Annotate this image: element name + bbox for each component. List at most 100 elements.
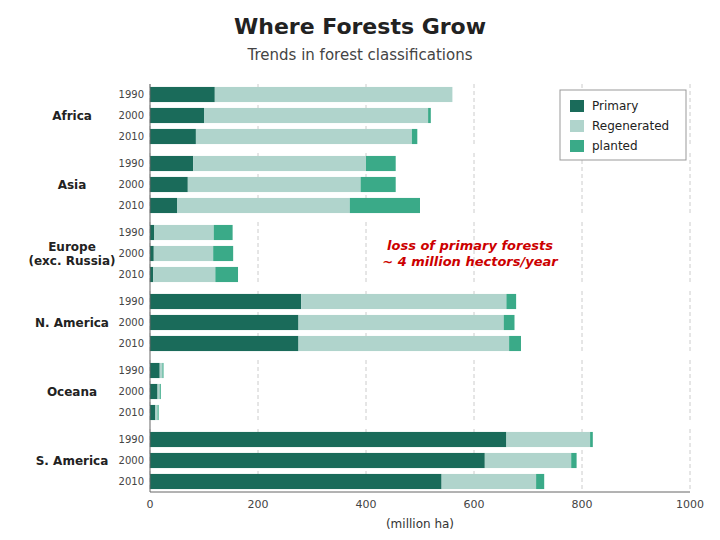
bar (506, 294, 516, 309)
bar (177, 198, 350, 213)
grid-line (474, 84, 475, 147)
bar (350, 198, 420, 213)
grid-line (690, 429, 691, 492)
bars (150, 432, 593, 489)
grid-line (474, 360, 475, 423)
bar (361, 177, 396, 192)
tick-label: 2000 (119, 455, 144, 466)
tick-label: 2000 (119, 110, 144, 121)
tick-label: 1990 (119, 434, 144, 445)
grid-line (690, 360, 691, 423)
bars (150, 225, 238, 282)
grid-line (690, 84, 691, 147)
grid-line (582, 360, 583, 423)
tick-label: 2000 (119, 386, 144, 397)
tick-label: 2010 (119, 407, 144, 418)
bar (571, 453, 576, 468)
bar (301, 294, 506, 309)
bar (213, 246, 233, 261)
tick-label: 1000 (676, 498, 704, 511)
chart: Where Forests GrowTrends in forest class… (0, 0, 720, 540)
bar (452, 87, 453, 102)
tick-label: 2010 (119, 338, 144, 349)
legend-label: Primary (592, 99, 638, 113)
bar (158, 384, 160, 399)
bar (536, 474, 544, 489)
legend-swatch (570, 120, 584, 132)
bar (154, 246, 213, 261)
bars (150, 363, 164, 420)
group-label: Africa (52, 109, 92, 123)
group-label: Oceana (47, 385, 97, 399)
bar (299, 336, 510, 351)
tick-label: 1990 (119, 227, 144, 238)
grid-line (690, 222, 691, 285)
grid-line (366, 222, 367, 285)
tick-label: 2000 (119, 248, 144, 259)
panel: 199020002010Europe(exc. Russia) (29, 222, 690, 285)
annotation: loss of primary forests~ 4 million hecto… (382, 238, 559, 269)
tick-label: 2010 (119, 200, 144, 211)
panel: 199020002010Asia (58, 153, 690, 216)
bar (150, 432, 506, 447)
y-axis (150, 84, 151, 492)
tick-label: 1990 (119, 365, 144, 376)
legend-label: planted (592, 139, 638, 153)
tick-label: 2000 (119, 317, 144, 328)
bar (215, 87, 453, 102)
grid-line (690, 291, 691, 354)
bars (150, 294, 521, 351)
grid-line (582, 153, 583, 216)
bar (150, 294, 301, 309)
legend-label: Regenerated (592, 119, 669, 133)
bar (160, 363, 163, 378)
group-label: S. America (36, 454, 109, 468)
group-label: N. America (35, 316, 109, 330)
bar (150, 384, 158, 399)
grid-line (690, 153, 691, 216)
bar (150, 315, 299, 330)
bar (193, 156, 366, 171)
bar (150, 108, 204, 123)
legend: Primary Regenerated planted (560, 90, 686, 160)
bar (150, 156, 193, 171)
bar (162, 363, 163, 378)
bar (509, 336, 521, 351)
bar (150, 246, 154, 261)
bar (160, 384, 161, 399)
grid-line (582, 291, 583, 354)
tick-label: 0 (147, 498, 154, 511)
bar (155, 405, 157, 420)
grid-line (582, 222, 583, 285)
bar (150, 198, 177, 213)
bar (366, 156, 396, 171)
tick-label: 1990 (119, 89, 144, 100)
legend-box (560, 90, 686, 160)
axis-label: (million ha) (386, 517, 454, 531)
tick-label: 400 (356, 498, 377, 511)
bar (158, 405, 159, 420)
grid-line (258, 360, 259, 423)
bar (150, 453, 485, 468)
tick-label: 1990 (119, 158, 144, 169)
bar (150, 474, 442, 489)
bar (485, 453, 571, 468)
bar (188, 177, 361, 192)
bar (150, 177, 188, 192)
bar (204, 108, 428, 123)
bar (428, 108, 431, 123)
tick-label: 2000 (119, 179, 144, 190)
legend-swatch (570, 140, 584, 152)
tick-label: 1990 (119, 296, 144, 307)
bar (153, 267, 215, 282)
group-label: Europe(exc. Russia) (29, 240, 116, 268)
subtitle: Trends in forest classifications (247, 46, 473, 64)
bar (150, 336, 299, 351)
legend-swatch (570, 100, 584, 112)
bars (150, 156, 420, 213)
tick-label: 2010 (119, 476, 144, 487)
grid-line (366, 360, 367, 423)
bar (150, 405, 155, 420)
bar (412, 129, 417, 144)
panel: 1990 2000 2010 S. America (36, 429, 690, 492)
